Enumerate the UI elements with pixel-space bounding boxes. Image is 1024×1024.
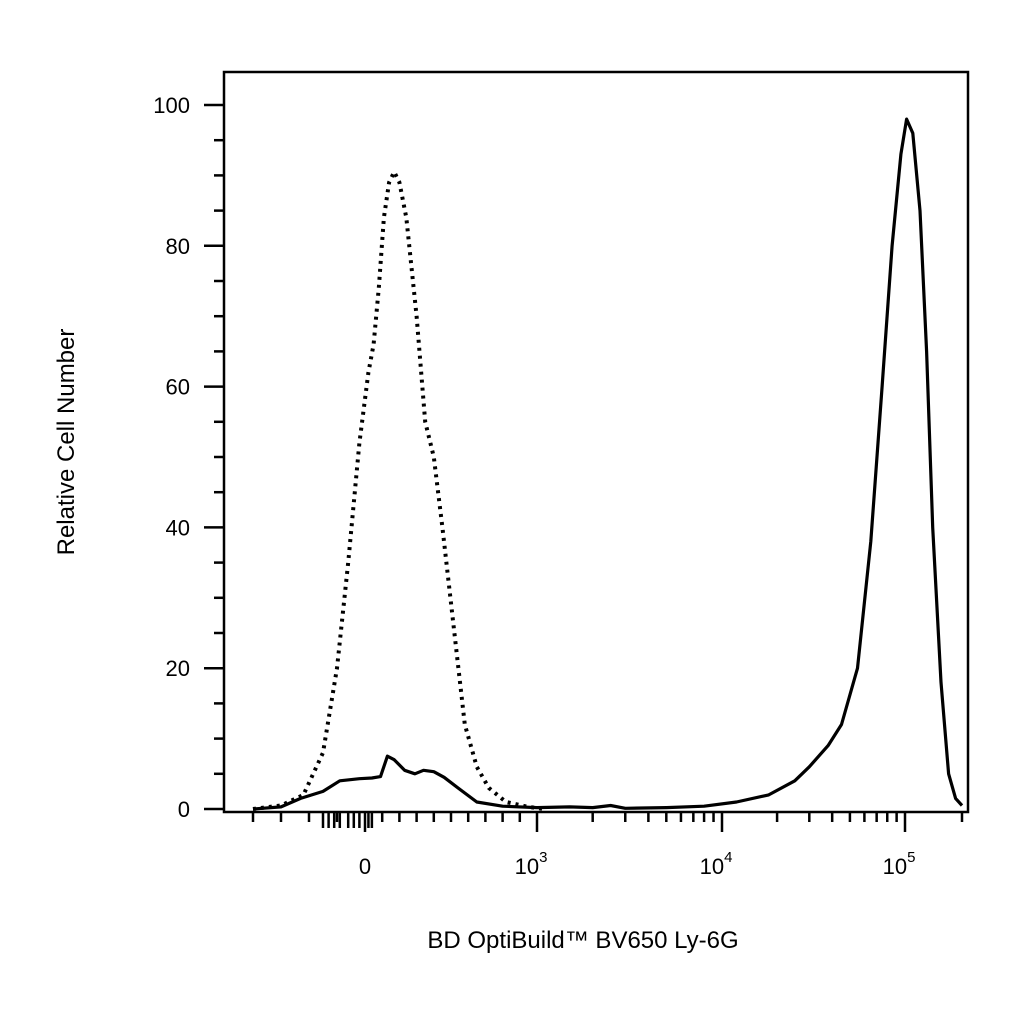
y-tick-label: 60 [166, 375, 190, 400]
x-tick-label: 105 [883, 849, 916, 879]
y-tick-label: 20 [166, 656, 190, 681]
plot-frame [222, 70, 970, 814]
y-tick-label: 80 [166, 234, 190, 259]
x-tick-label: 104 [700, 849, 733, 879]
dotted-histogram-line [252, 169, 545, 811]
x-tick-exponent: 5 [907, 849, 915, 866]
series-layer [252, 117, 964, 811]
x-axis: 0 103 104 105 [251, 812, 964, 879]
solid-histogram-line [252, 117, 964, 811]
x-axis-title: BD OptiBuild™ BV650 Ly-6G [427, 927, 738, 954]
y-tick-label: 0 [178, 797, 190, 822]
x-tick-exponent: 4 [724, 849, 732, 866]
y-tick-label: 40 [166, 515, 190, 540]
y-axis: 0 20 40 60 80 100 [153, 93, 224, 822]
x-tick-label: 103 [515, 849, 548, 879]
y-axis-title: Relative Cell Number [53, 329, 80, 556]
x-tick-label: 0 [359, 854, 371, 879]
y-tick-label: 100 [153, 93, 190, 118]
x-tick-exponent: 3 [539, 849, 547, 866]
